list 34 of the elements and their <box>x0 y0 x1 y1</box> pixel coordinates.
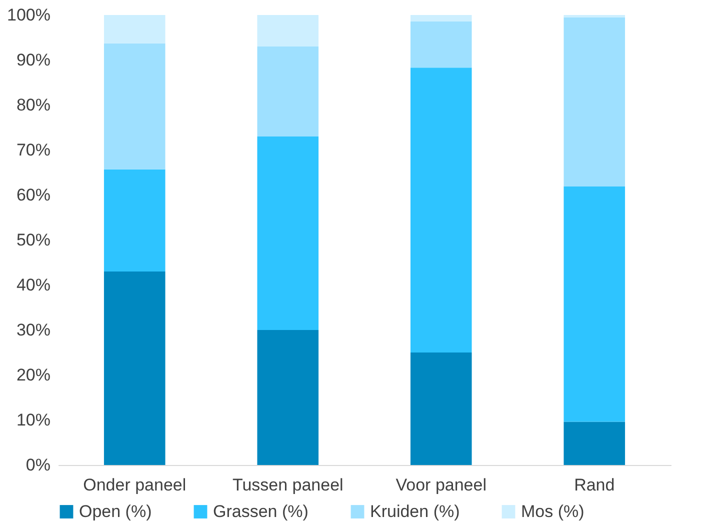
bar <box>410 15 472 22</box>
bar <box>564 17 626 186</box>
bar <box>257 46 319 136</box>
y-tick-label: 30% <box>16 320 50 340</box>
y-tick-label: 100% <box>7 6 50 24</box>
bar <box>564 186 626 422</box>
legend-label: Mos (%) <box>521 502 584 521</box>
bar <box>104 43 166 170</box>
x-tick-label: Onder paneel <box>83 476 186 494</box>
y-tick-label: 70% <box>16 140 50 160</box>
y-tick-label: 80% <box>16 96 50 114</box>
bar <box>104 169 166 272</box>
x-tick-label: Tussen paneel <box>232 476 344 494</box>
legend-label: Kruiden (%) <box>370 502 460 521</box>
legend-label: Grassen (%) <box>213 502 308 521</box>
bar <box>410 68 472 352</box>
bar <box>410 352 472 465</box>
y-tick-label: 0% <box>26 456 50 474</box>
y-tick-label: 40% <box>16 276 50 294</box>
y-tick-label: 60% <box>16 186 50 204</box>
y-tick-label: 10% <box>16 410 50 430</box>
x-tick-label: Voor paneel <box>396 476 486 494</box>
bar <box>104 15 166 44</box>
y-tick-label: 50% <box>16 230 50 250</box>
bar <box>257 136 319 330</box>
legend-label: Open (%) <box>79 502 152 521</box>
bar <box>257 330 319 465</box>
bar <box>410 21 472 68</box>
bar <box>104 272 166 465</box>
y-tick-label: 20% <box>16 366 50 384</box>
y-tick-label: 90% <box>16 50 50 70</box>
x-tick-label: Rand <box>574 476 615 494</box>
bar <box>564 422 626 465</box>
bar <box>257 15 319 46</box>
